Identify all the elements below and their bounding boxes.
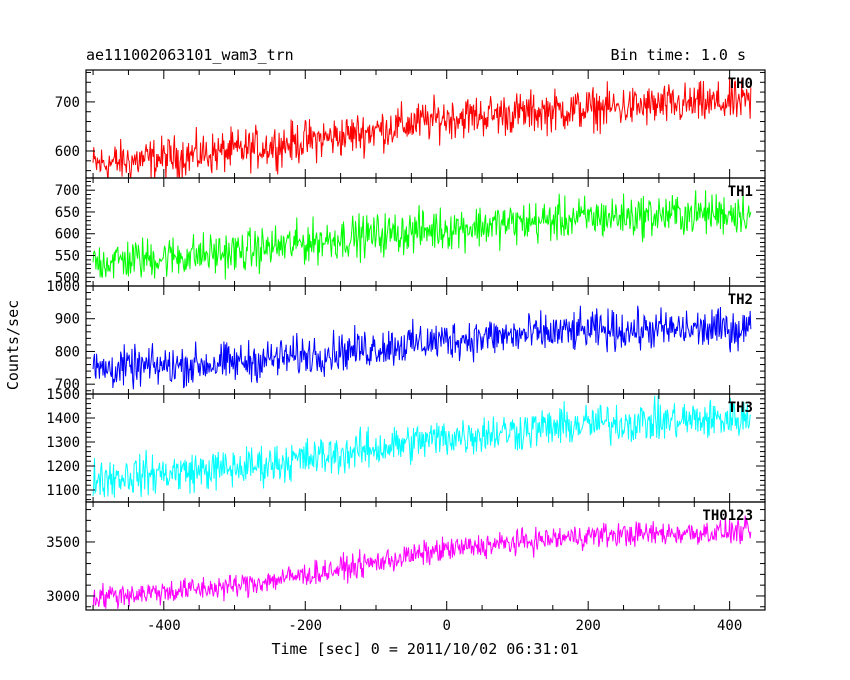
- panel-frame-th0: [85, 69, 766, 179]
- y-tick-label: 1000: [46, 279, 80, 295]
- y-tick-label: 1200: [46, 459, 80, 475]
- y-tick-label: 500: [55, 270, 80, 286]
- y-tick-label: 1100: [46, 483, 80, 499]
- y-tick-label: 1300: [46, 435, 80, 451]
- x-tick-label: 400: [717, 618, 742, 634]
- y-tick-label: 700: [55, 95, 80, 111]
- x-tick-label: -200: [288, 618, 322, 634]
- y-tick-label: 550: [55, 249, 80, 265]
- panel-label-th0123: TH0123: [702, 508, 753, 524]
- y-tick-label: 650: [55, 205, 80, 221]
- y-tick-label: 700: [55, 183, 80, 199]
- panel-label-th3: TH3: [728, 400, 753, 416]
- y-tick-label: 700: [55, 377, 80, 393]
- series-th0-line: [92, 76, 752, 178]
- x-axis-label: Time [sec] 0 = 2011/10/02 06:31:01: [271, 640, 578, 658]
- panel-frame-th0123: [85, 501, 766, 611]
- panel-label-th2: TH2: [728, 292, 753, 308]
- y-tick-label: 600: [55, 227, 80, 243]
- series-th3-line: [92, 395, 752, 498]
- y-axis-label: Counts/sec: [4, 300, 22, 390]
- series-th0123-line: [92, 515, 752, 609]
- panel-label-th0: TH0: [728, 76, 753, 92]
- y-tick-label: 3500: [46, 535, 80, 551]
- bin-time-label: Bin time: 1.0 s: [611, 46, 746, 64]
- panel-frame-th1: [85, 177, 766, 287]
- y-tick-label: 600: [55, 144, 80, 160]
- panels-group: 600 700 TH0 500 550 600 650 700 TH1 700 800 900 1000…: [46, 69, 766, 634]
- y-tick-label: 1400: [46, 411, 80, 427]
- y-tick-label: 800: [55, 344, 80, 360]
- chart-title: ae111002063101_wam3_trn: [86, 46, 294, 64]
- series-th2-line: [92, 305, 752, 390]
- y-tick-label: 1500: [46, 387, 80, 403]
- x-tick-label: 200: [576, 618, 601, 634]
- panel-label-th1: TH1: [728, 184, 753, 200]
- series-th1-line: [92, 190, 752, 280]
- y-tick-label: 3000: [46, 589, 80, 605]
- x-tick-label: 0: [443, 618, 451, 634]
- y-tick-label: 900: [55, 312, 80, 328]
- x-tick-label: -400: [147, 618, 181, 634]
